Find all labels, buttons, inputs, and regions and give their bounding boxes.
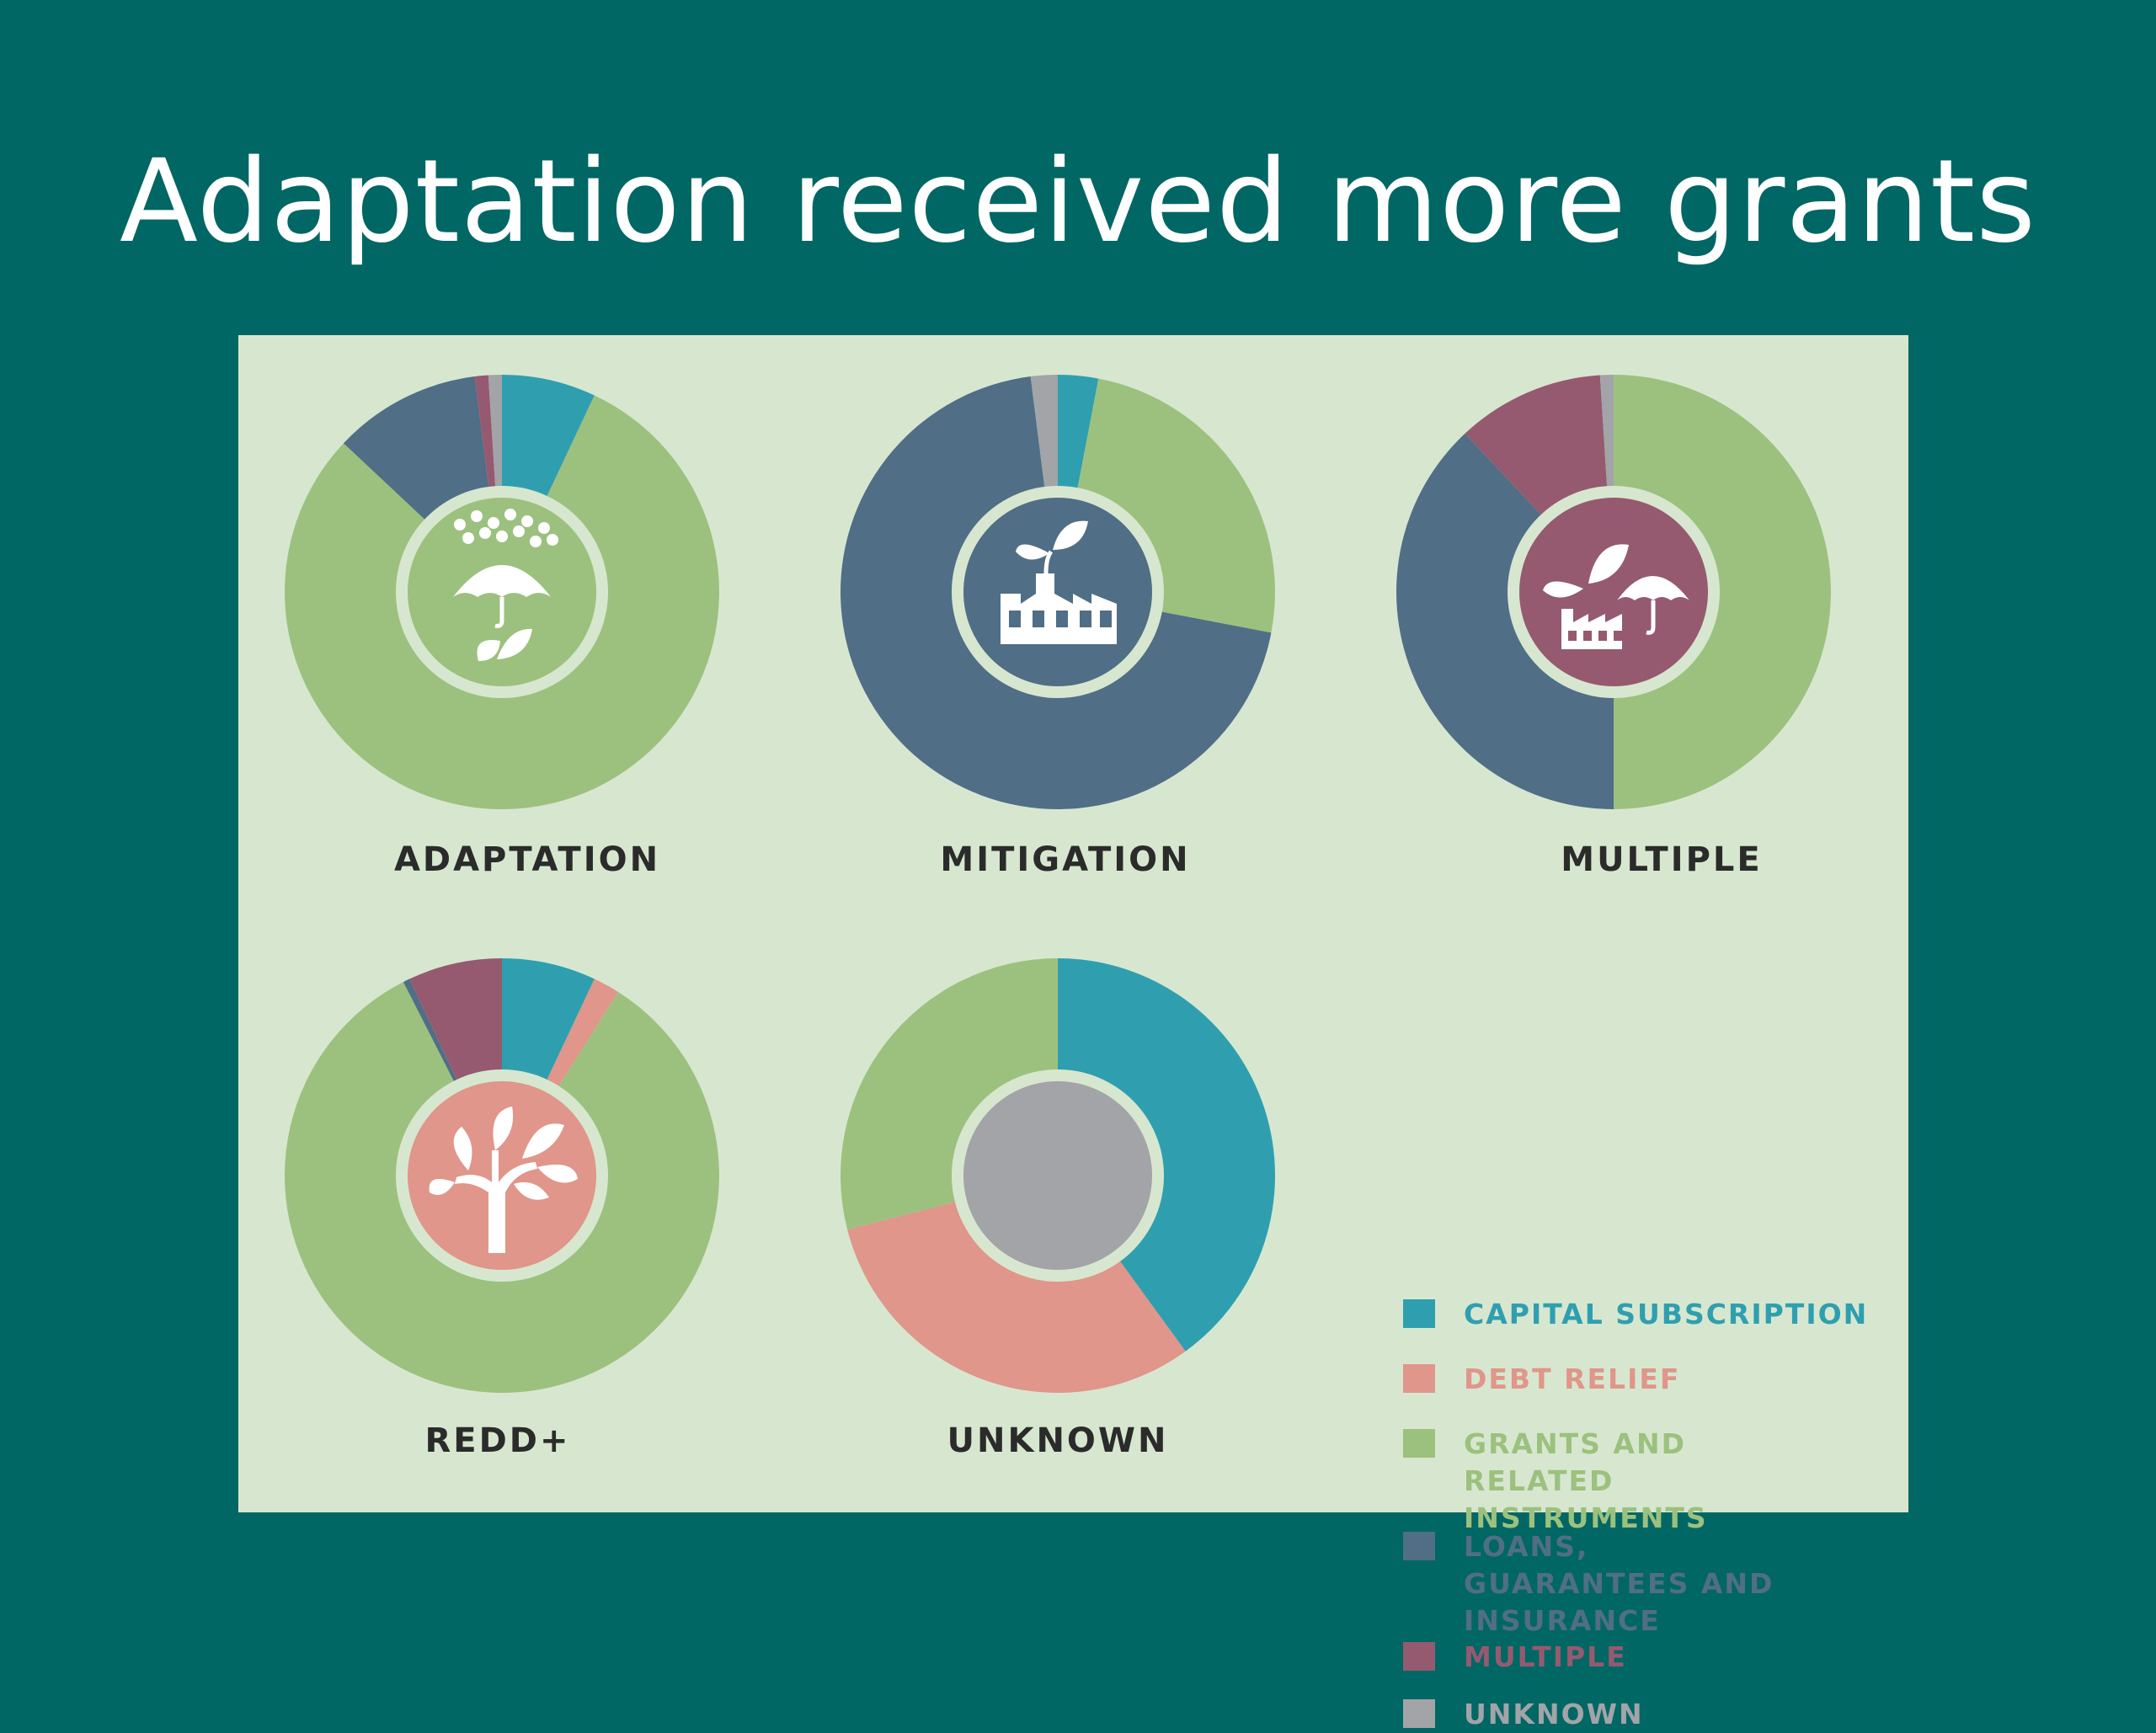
donut-charts xyxy=(285,375,1831,1394)
chart-label-multiple: MULTIPLE xyxy=(1561,840,1763,879)
legend-swatch-grants xyxy=(1403,1429,1435,1458)
tree-icon xyxy=(429,1106,578,1253)
legend-swatch-multiple xyxy=(1403,1642,1435,1671)
chart-label-mitigation: MITIGATION xyxy=(940,840,1191,879)
donut-redd xyxy=(285,958,720,1393)
legend-label-multiple: MULTIPLE xyxy=(1464,1640,1627,1673)
umbrella-rain-leaf-icon xyxy=(453,509,558,661)
chart-label-unknown: UNKNOWN xyxy=(947,1421,1169,1460)
center-disc xyxy=(963,1081,1152,1270)
legend-label-debt-relief: DEBT RELIEF xyxy=(1464,1362,1681,1395)
leaf-factory-umbrella-icon xyxy=(1543,544,1689,649)
chart-label-adaptation: ADAPTATION xyxy=(393,840,661,879)
donut-mitigation xyxy=(841,375,1275,809)
donut-unknown xyxy=(841,958,1276,1394)
legend-label-capital-subscription: CAPITAL SUBSCRIPTION xyxy=(1464,1298,1869,1330)
legend-label-unknown: UNKNOWN xyxy=(1464,1698,1644,1730)
chart-label-redd: REDD+ xyxy=(424,1421,571,1460)
slice-unknown-debt-relief xyxy=(847,1176,1186,1394)
legend-swatch-unknown xyxy=(1403,1699,1435,1728)
legend-label-grants: GRANTS AND RELATED INSTRUMENTS xyxy=(1464,1427,1708,1534)
slice-unknown-capital-subscription xyxy=(1058,958,1276,1352)
center-disc xyxy=(963,498,1152,686)
legend-swatch-loans xyxy=(1403,1532,1435,1560)
slice-multiple-grants-and-related-instruments xyxy=(1614,375,1831,809)
donut-multiple xyxy=(1396,375,1831,809)
factory-leaf-icon xyxy=(1001,520,1117,644)
slice-multiple-loans-guarantees-and-insurance xyxy=(1396,433,1614,809)
chart-panel: ADAPTATION MITIGATION MULTIPLE REDD+ UNK… xyxy=(238,335,1908,1730)
legend-label-loans: LOANS, GUARANTEES AND INSURANCE xyxy=(1464,1530,1774,1637)
legend-swatch-debt-relief xyxy=(1403,1364,1435,1393)
slide-title: Adaptation received more grants xyxy=(119,136,2037,269)
legend-swatch-capital-subscription xyxy=(1403,1299,1435,1328)
